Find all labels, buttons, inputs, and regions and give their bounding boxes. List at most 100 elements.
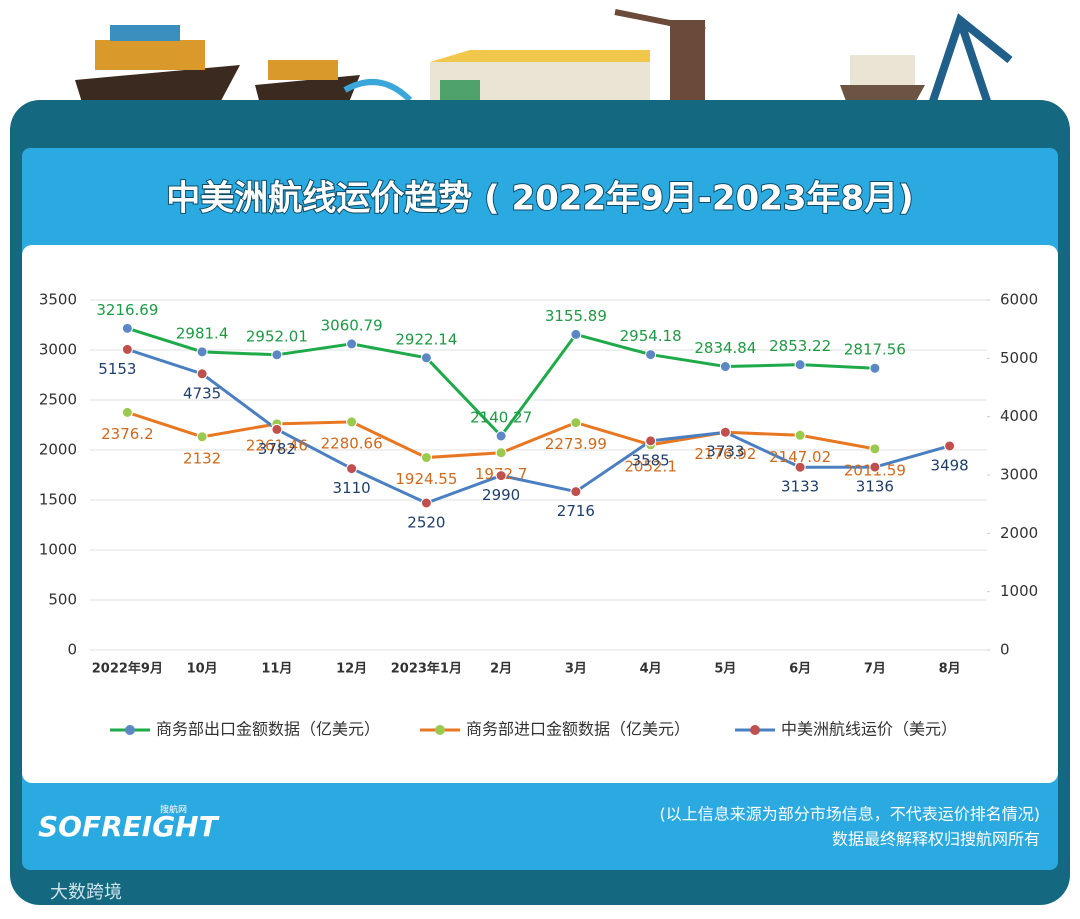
y2-tick-label: 1000 — [1000, 582, 1038, 600]
x-tick-label: 7月 — [864, 662, 886, 677]
data-label: 3216.69 — [96, 301, 158, 319]
y-tick-label: 3500 — [39, 291, 77, 309]
data-label: 2261.46 — [246, 436, 308, 454]
x-tick-label: 2月 — [490, 662, 512, 677]
data-point — [271, 349, 283, 361]
decoration — [75, 9, 1013, 112]
data-label: 2981.4 — [176, 324, 229, 342]
data-label: 2834.84 — [694, 339, 756, 357]
legend-marker — [750, 725, 760, 735]
data-point — [869, 461, 881, 473]
data-point — [121, 322, 133, 334]
data-point — [495, 447, 507, 459]
data-label: 1924.55 — [395, 470, 457, 488]
data-point — [794, 359, 806, 371]
data-point — [719, 426, 731, 438]
data-label: 2716 — [557, 502, 595, 520]
y-tick-label: 500 — [48, 591, 77, 609]
y-tick-label: 1000 — [39, 541, 77, 559]
chart-title: 中美洲航线运价趋势 ( 2022年9月-2023年8月) — [166, 179, 913, 219]
rights-note: 数据最终解释权归搜航网所有 — [832, 830, 1040, 849]
data-label: 3060.79 — [321, 316, 383, 334]
plot: 0 500 1000 1500 2000 2500 3000 3500 0 1000 2000 300… — [39, 291, 1038, 739]
data-label: 2273.99 — [545, 435, 607, 453]
data-label: 2853.22 — [769, 337, 831, 355]
x-tick-label: 2022年9月 — [92, 661, 163, 677]
y-tick-label: 0 — [67, 641, 77, 659]
y2-tick-label: 5000 — [1000, 349, 1038, 367]
data-label: 2147.02 — [769, 448, 831, 466]
data-point — [346, 416, 358, 428]
data-label: 3155.89 — [545, 307, 607, 325]
y-tick-label: 3000 — [39, 341, 77, 359]
x-tick-label: 2023年1月 — [391, 661, 462, 677]
data-point — [570, 417, 582, 429]
data-point — [196, 346, 208, 358]
data-label: 2952.01 — [246, 327, 308, 345]
x-tick-label: 5月 — [714, 662, 736, 677]
y2-tick-label: 2000 — [1000, 524, 1038, 542]
data-label: 2520 — [407, 514, 445, 532]
data-point — [719, 361, 731, 373]
y-tick-label: 2000 — [39, 441, 77, 459]
data-point — [944, 440, 956, 452]
series-line — [126, 347, 951, 505]
data-label: 2954.18 — [620, 327, 682, 345]
x-tick-label: 4月 — [640, 662, 662, 677]
x-tick-label: 6月 — [789, 662, 811, 677]
legend-label: 商务部进口金额数据（亿美元） — [466, 720, 690, 739]
data-label: 3136 — [856, 478, 894, 496]
data-point — [121, 406, 133, 418]
data-point — [420, 452, 432, 464]
data-label: 4735 — [183, 384, 221, 402]
x-tick-label: 10月 — [187, 662, 218, 677]
legend-marker — [125, 725, 135, 735]
data-label: 3110 — [333, 479, 371, 497]
data-label: 3733 — [706, 443, 744, 461]
y2-tick-label: 0 — [1000, 641, 1010, 659]
data-label: 2376.2 — [101, 425, 154, 443]
brand-logo: SOFREIGHT — [38, 810, 220, 843]
data-label: 2140.27 — [470, 408, 532, 426]
data-point — [346, 338, 358, 350]
data-label: 3498 — [931, 456, 969, 474]
y2-tick-label: 3000 — [1000, 466, 1038, 484]
y2-tick-label: 6000 — [1000, 291, 1038, 309]
data-label: 2176.92 — [694, 445, 756, 463]
data-label: 2132 — [183, 449, 221, 467]
data-label: 2052.1 — [624, 457, 677, 475]
data-point — [869, 443, 881, 455]
x-tick-label: 8月 — [939, 662, 961, 677]
data-point — [196, 431, 208, 443]
watermark: 大数跨境 — [50, 882, 122, 903]
data-label: 2280.66 — [321, 434, 383, 452]
data-point — [271, 423, 283, 435]
data-point — [869, 362, 881, 374]
data-point — [570, 486, 582, 498]
data-label: 2817.56 — [844, 341, 906, 359]
data-label: 2990 — [482, 486, 520, 504]
data-point — [645, 435, 657, 447]
legend-label: 商务部出口金额数据（亿美元） — [156, 720, 380, 739]
source-note: (以上信息来源为部分市场信息，不代表运价排名情况) — [660, 805, 1041, 824]
data-point — [794, 461, 806, 473]
chart-panel — [22, 245, 1058, 783]
data-label: 2922.14 — [395, 330, 457, 348]
data-point — [495, 430, 507, 442]
data-point — [420, 497, 432, 509]
data-point — [645, 349, 657, 361]
y-tick-label: 1500 — [39, 491, 77, 509]
data-point — [196, 368, 208, 380]
data-label: 3585 — [632, 451, 670, 469]
data-point — [346, 463, 358, 475]
y-tick-label: 2500 — [39, 391, 77, 409]
y2-tick-label: 4000 — [1000, 407, 1038, 425]
data-label: 5153 — [98, 360, 136, 378]
x-tick-label: 11月 — [261, 662, 292, 677]
x-tick-label: 3月 — [565, 662, 587, 677]
data-point — [121, 343, 133, 355]
brand-sub: 搜航网 — [160, 804, 187, 816]
data-point — [495, 470, 507, 482]
data-point — [570, 328, 582, 340]
